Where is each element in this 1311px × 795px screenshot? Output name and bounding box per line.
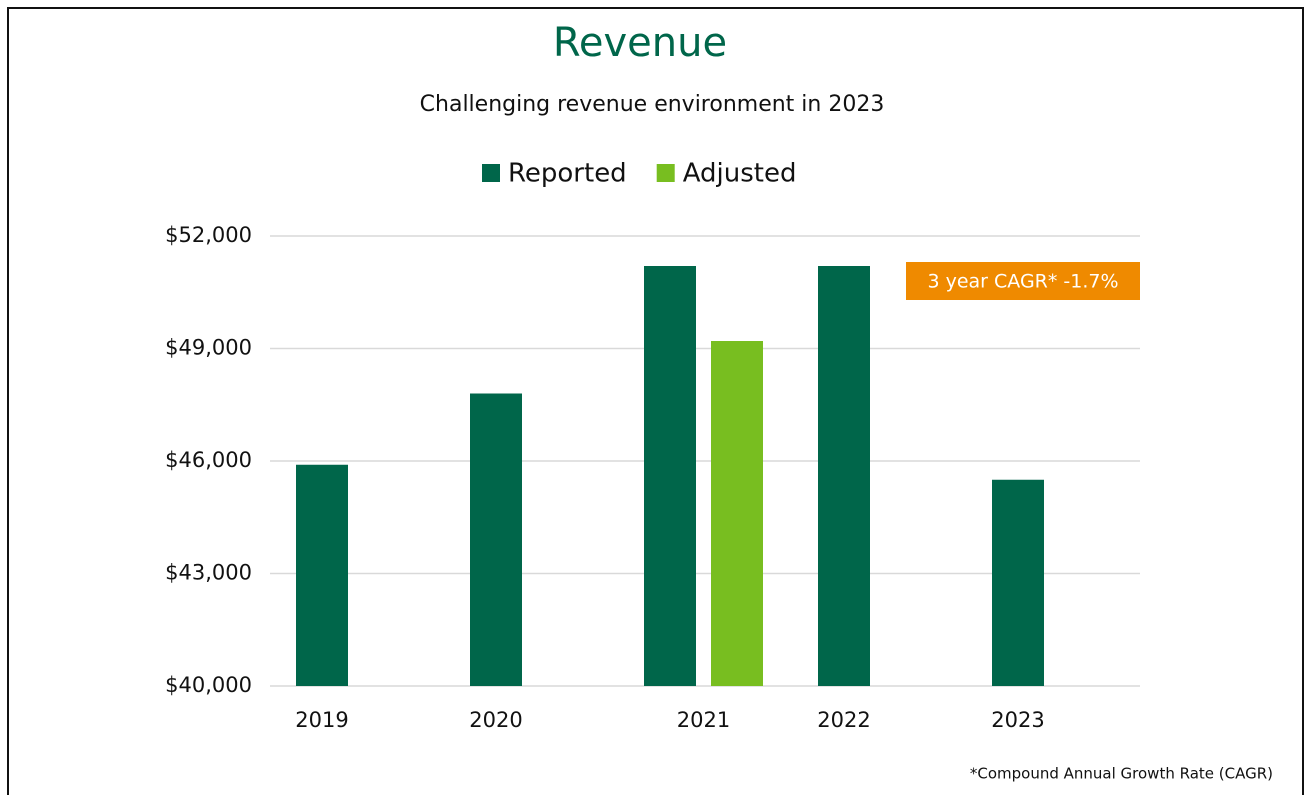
bar xyxy=(644,266,696,686)
bar xyxy=(818,266,870,686)
x-tick-label: 2021 xyxy=(677,708,730,732)
bar xyxy=(711,341,763,686)
x-tick-label: 2022 xyxy=(817,708,870,732)
frame xyxy=(7,7,1304,795)
chart-title: Revenue xyxy=(553,20,727,66)
y-tick-label: $46,000 xyxy=(165,448,252,472)
bar xyxy=(296,464,348,686)
y-tick-label: $40,000 xyxy=(165,673,252,697)
y-tick-label: $49,000 xyxy=(165,336,252,360)
annotation: 3 year CAGR* -1.7% xyxy=(927,271,1118,293)
legend-swatch xyxy=(482,164,500,182)
x-tick-label: 2020 xyxy=(469,708,522,732)
x-tick-label: 2019 xyxy=(295,708,348,732)
footnote: *Compound Annual Growth Rate (CAGR) xyxy=(970,765,1273,783)
bar xyxy=(470,393,522,686)
legend-label: Reported xyxy=(508,159,627,189)
y-tick-label: $43,000 xyxy=(165,561,252,585)
bar xyxy=(992,479,1044,686)
chart-subtitle: Challenging revenue environment in 2023 xyxy=(420,92,885,117)
x-tick-label: 2023 xyxy=(991,708,1044,732)
legend-label: Adjusted xyxy=(683,159,797,189)
annotation-box xyxy=(906,262,1140,300)
legend-swatch xyxy=(656,164,675,182)
y-tick-label: $52,000 xyxy=(165,223,252,247)
